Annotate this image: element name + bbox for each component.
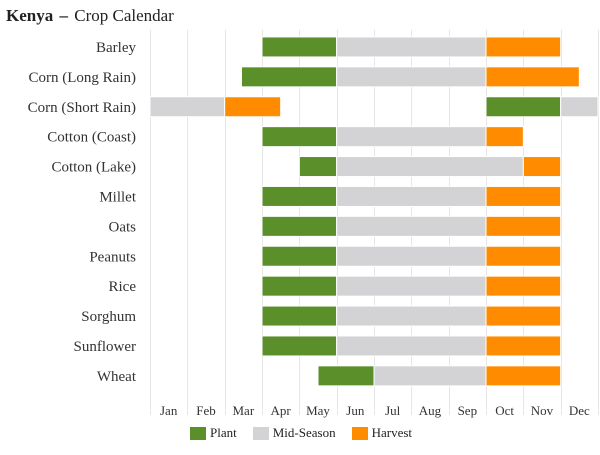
legend-label-mid-season: Mid-Season xyxy=(272,425,336,440)
bar-mid-season xyxy=(336,275,487,297)
bar-mid-season xyxy=(336,126,487,148)
bar-mid-season xyxy=(373,365,487,387)
crop-label: Cotton (Coast) xyxy=(47,130,136,146)
x-tick-label: Jul xyxy=(385,403,401,418)
bar-plant xyxy=(240,66,338,88)
crop-label: Corn (Long Rain) xyxy=(29,70,136,86)
legend-swatch-plant xyxy=(190,426,206,440)
bar-plant xyxy=(261,245,338,267)
x-tick-label: Jun xyxy=(346,403,365,418)
x-tick-label: May xyxy=(306,403,330,418)
crop-label: Corn (Short Rain) xyxy=(28,100,136,116)
bar-mid-season xyxy=(336,335,487,357)
legend-item-harvest: Harvest xyxy=(351,425,413,441)
chart-legend: Plant Mid-Season Harvest xyxy=(190,425,428,441)
bar-mid-season xyxy=(336,245,487,267)
title-separator: – xyxy=(59,6,68,25)
legend-label-harvest: Harvest xyxy=(371,425,413,440)
bar-harvest xyxy=(485,245,562,267)
bar-plant xyxy=(261,185,338,207)
crop-label: Oats xyxy=(109,219,137,235)
bar-mid-season xyxy=(336,215,487,237)
x-tick-label: Jan xyxy=(160,403,178,418)
bar-plant xyxy=(485,96,562,118)
crop-label: Peanuts xyxy=(89,249,136,265)
x-tick-label: Mar xyxy=(232,403,254,418)
chart-title: Kenya – Crop Calendar xyxy=(6,5,174,27)
bar-harvest xyxy=(522,156,562,178)
bar-mid-season xyxy=(336,305,487,327)
bar-harvest xyxy=(485,185,562,207)
bar-harvest xyxy=(485,275,562,297)
bar-mid-season xyxy=(336,66,487,88)
bar-plant xyxy=(298,156,338,178)
bar-harvest xyxy=(485,66,580,88)
legend-swatch-harvest xyxy=(351,426,368,440)
bar-harvest xyxy=(485,335,562,357)
crop-label: Sorghum xyxy=(81,309,136,325)
bar-harvest xyxy=(485,365,562,387)
legend-item-plant: Plant xyxy=(190,425,237,441)
title-country: Kenya xyxy=(6,6,54,25)
bar-mid-season xyxy=(149,96,226,118)
bar-harvest xyxy=(485,36,562,58)
bar-harvest xyxy=(224,96,282,118)
x-tick-label: Feb xyxy=(196,403,216,418)
bar-mid-season xyxy=(560,96,599,118)
title-subtitle: Crop Calendar xyxy=(74,6,174,25)
bar-plant xyxy=(317,365,375,387)
bar-mid-season xyxy=(336,185,487,207)
x-tick-label: Dec xyxy=(569,403,590,418)
x-tick-label: Aug xyxy=(419,403,442,418)
legend-label-plant: Plant xyxy=(210,425,237,440)
bar-plant xyxy=(261,126,338,148)
crop-label: Millet xyxy=(99,189,136,205)
crop-label: Rice xyxy=(109,279,137,295)
x-tick-label: Apr xyxy=(271,403,292,418)
crop-label: Cotton (Lake) xyxy=(51,160,136,176)
bar-harvest xyxy=(485,215,562,237)
bar-harvest xyxy=(485,126,524,148)
x-tick-label: Sep xyxy=(458,403,478,418)
x-tick-label: Nov xyxy=(531,403,554,418)
legend-swatch-mid-season xyxy=(252,426,269,440)
bar-mid-season xyxy=(336,36,487,58)
crop-label: Wheat xyxy=(97,369,137,385)
bar-plant xyxy=(261,305,338,327)
crop-label: Sunflower xyxy=(74,339,137,355)
bar-plant xyxy=(261,335,338,357)
bar-plant xyxy=(261,275,338,297)
bar-mid-season xyxy=(336,156,524,178)
crop-label: Barley xyxy=(96,40,136,56)
legend-item-mid-season: Mid-Season xyxy=(252,425,336,441)
crop-calendar-chart: Jan Feb Mar Apr May Jun Jul Aug Sep Oct Nov Dec Barl… xyxy=(28,30,599,418)
bar-plant xyxy=(261,215,338,237)
bar-harvest xyxy=(485,305,562,327)
bar-plant xyxy=(261,36,338,58)
x-tick-label: Oct xyxy=(495,403,514,418)
